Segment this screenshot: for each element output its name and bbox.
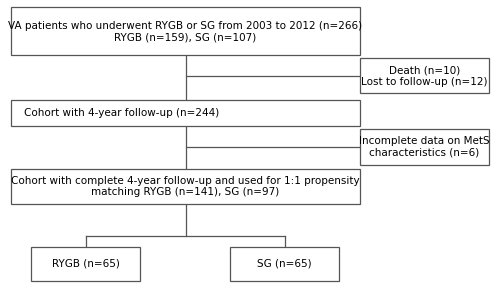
FancyBboxPatch shape <box>360 58 489 93</box>
Text: RYGB (n=65): RYGB (n=65) <box>52 259 120 269</box>
FancyBboxPatch shape <box>11 7 360 55</box>
FancyBboxPatch shape <box>11 169 360 204</box>
Text: SG (n=65): SG (n=65) <box>257 259 312 269</box>
FancyBboxPatch shape <box>31 247 140 281</box>
FancyBboxPatch shape <box>11 100 360 126</box>
FancyBboxPatch shape <box>360 129 489 165</box>
Text: VA patients who underwent RYGB or SG from 2003 to 2012 (n=266)
RYGB (n=159), SG : VA patients who underwent RYGB or SG fro… <box>8 21 362 42</box>
FancyBboxPatch shape <box>230 247 339 281</box>
Text: Cohort with complete 4-year follow-up and used for 1:1 propensity
matching RYGB : Cohort with complete 4-year follow-up an… <box>11 176 360 197</box>
Text: Incomplete data on MetS
characteristics (n=6): Incomplete data on MetS characteristics … <box>359 136 490 158</box>
Text: Death (n=10)
Lost to follow-up (n=12): Death (n=10) Lost to follow-up (n=12) <box>361 65 488 87</box>
Text: Cohort with 4-year follow-up (n=244): Cohort with 4-year follow-up (n=244) <box>24 108 219 118</box>
